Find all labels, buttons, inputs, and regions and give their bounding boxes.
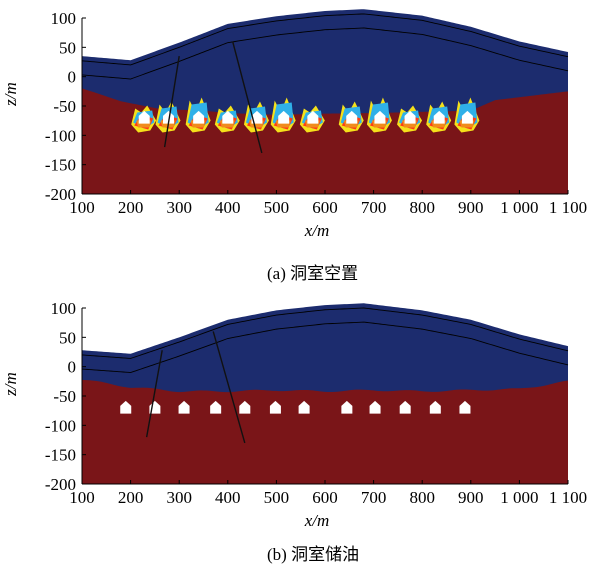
y-axis-label: z/m <box>1 82 20 107</box>
y-tick-label: -150 <box>45 156 76 175</box>
cavern <box>433 110 445 124</box>
cavern <box>459 400 471 414</box>
cavern <box>239 400 251 414</box>
cavern <box>269 400 281 414</box>
y-axis-label: z/m <box>1 372 20 397</box>
fault-line-1 <box>163 56 180 148</box>
cavern <box>461 110 473 124</box>
plot-b: 100 200 300 400 500 600 700 800 900 1 000 1 100100… <box>1 299 587 530</box>
x-tick-label: 300 <box>166 488 192 507</box>
caption-a: (a) 洞室空置 <box>267 264 359 283</box>
x-tick-label: 1 100 <box>549 488 587 507</box>
x-tick-label: 1 000 <box>500 198 538 217</box>
panel-b: 100 200 300 400 500 600 700 800 900 1 000 1 100 100… <box>0 290 609 566</box>
y-tick-label: -100 <box>45 126 76 145</box>
cavern <box>374 110 386 124</box>
x-tick-label: 400 <box>215 198 241 217</box>
y-tick-label: -200 <box>45 475 76 494</box>
cavern <box>404 110 416 124</box>
fault-line-1 <box>145 350 163 438</box>
cavern <box>399 400 411 414</box>
x-tick-label: 700 <box>361 488 387 507</box>
y-tick-label: 0 <box>68 68 77 87</box>
cavern <box>278 110 290 124</box>
x-tick-label: 100 <box>69 488 95 507</box>
contour-line-1 <box>81 307 569 359</box>
x-tick-label: 200 <box>118 488 144 507</box>
contour-line-2 <box>81 27 569 80</box>
x-tick-label: 1 000 <box>500 488 538 507</box>
cavern <box>298 400 310 414</box>
x-tick-label: 500 <box>264 198 290 217</box>
y-tick-label: 0 <box>68 358 77 377</box>
y-tick-label: 100 <box>51 9 77 28</box>
y-tick-label: -100 <box>45 416 76 435</box>
cavern <box>178 400 190 414</box>
x-tick-label: 800 <box>409 488 435 507</box>
caption-b: (b) 洞室储油 <box>267 545 360 564</box>
x-tick-label: 500 <box>264 488 290 507</box>
cavern <box>369 400 381 414</box>
cavern <box>193 110 205 124</box>
y-tick-label: -50 <box>53 387 76 406</box>
cavern <box>346 110 358 124</box>
cavern <box>222 110 234 124</box>
cavern <box>251 110 263 124</box>
x-tick-label: 300 <box>166 198 192 217</box>
cavern <box>307 110 319 124</box>
x-axis-label: x/m <box>304 511 330 530</box>
saturated-zone <box>82 379 568 484</box>
cavern <box>138 110 150 124</box>
fault-line-2 <box>231 41 263 154</box>
x-tick-label: 900 <box>458 198 484 217</box>
panel-a: 100 200 300 400 500 600 700 800 900 1 000 1 100 100… <box>1 9 587 283</box>
plot-a: 100 200 300 400 500 600 700 800 900 1 000 1 100100… <box>1 9 587 240</box>
x-tick-label: 100 <box>69 198 95 217</box>
y-tick-label: -50 <box>53 97 76 116</box>
y-tick-label: -200 <box>45 185 76 204</box>
x-tick-label: 700 <box>361 198 387 217</box>
cavern <box>341 400 353 414</box>
cavern <box>163 110 175 124</box>
cavern <box>120 400 132 414</box>
fault-line-2 <box>212 331 246 444</box>
x-tick-label: 800 <box>409 198 435 217</box>
y-tick-label: 50 <box>59 38 76 57</box>
x-tick-label: 200 <box>118 198 144 217</box>
cavern <box>429 400 441 414</box>
cavern <box>210 400 222 414</box>
x-tick-label: 400 <box>215 488 241 507</box>
x-axis-label: x/m <box>304 221 330 240</box>
contour-line-1 <box>81 13 569 66</box>
x-tick-label: 600 <box>312 488 338 507</box>
x-tick-label: 900 <box>458 488 484 507</box>
y-tick-label: -150 <box>45 446 76 465</box>
contour-line-2 <box>81 321 569 373</box>
y-tick-label: 50 <box>59 328 76 347</box>
x-tick-label: 600 <box>312 198 338 217</box>
y-tick-label: 100 <box>51 299 77 318</box>
x-tick-label: 1 100 <box>549 198 587 217</box>
